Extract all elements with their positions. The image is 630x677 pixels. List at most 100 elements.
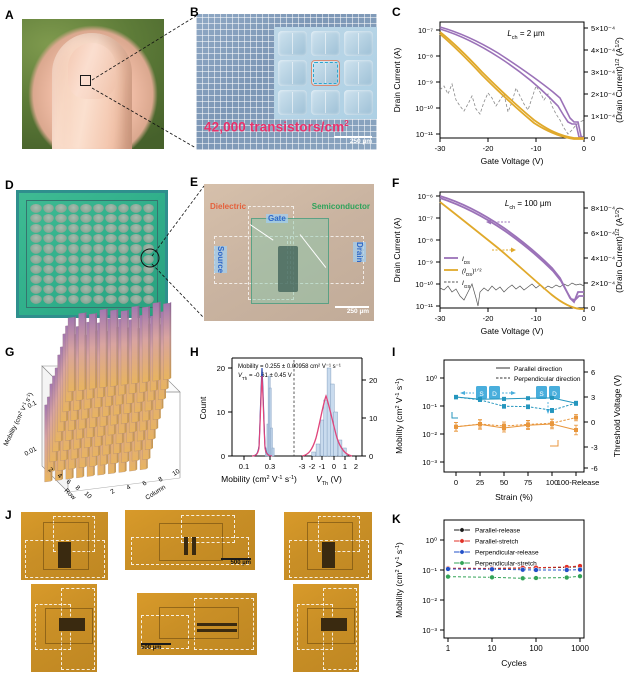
svg-text:-30: -30 bbox=[435, 314, 446, 323]
transistor-cell bbox=[344, 89, 373, 115]
panel-i-axis-hint-mobility bbox=[451, 412, 458, 419]
svg-text:6: 6 bbox=[591, 368, 595, 377]
panel-c-ylabel-right: (Drain Current)1/2 (A1/2) bbox=[614, 37, 624, 123]
mobility-bar-side bbox=[84, 311, 87, 390]
panel-h-xlabel-right: VTh (V) bbox=[316, 474, 342, 487]
legend-label: Parallel-stretch bbox=[475, 539, 519, 546]
micrograph-stretched-perpendicular: 500 µm bbox=[137, 593, 257, 655]
data-marker bbox=[533, 575, 539, 581]
data-marker bbox=[526, 404, 530, 409]
label-semiconductor: Semiconductor bbox=[311, 202, 370, 211]
svg-text:-10: -10 bbox=[531, 314, 542, 323]
micrograph-relaxed-left bbox=[21, 512, 108, 580]
device-cell bbox=[67, 294, 79, 304]
panel-f-legend-sqrt: (IDS)¹ᐟ² bbox=[462, 268, 482, 277]
svg-text:10⁻⁸: 10⁻⁸ bbox=[418, 236, 433, 245]
transistor-cell bbox=[344, 60, 373, 86]
panel-i-badge-group-relaxed: S D bbox=[460, 386, 516, 399]
mobility-bar bbox=[163, 302, 170, 380]
data-marker bbox=[489, 566, 495, 572]
panel-i-yaxis-left: 10⁰ 10⁻¹ 10⁻² 10⁻³ Mobility (cm2 V-1 s-1… bbox=[394, 374, 444, 467]
svg-text:10⁻¹¹: 10⁻¹¹ bbox=[416, 302, 434, 311]
channel-fingers bbox=[59, 618, 85, 631]
panel-k-ylabel: Mobility (cm2 V-1 s-1) bbox=[394, 542, 404, 618]
data-marker bbox=[550, 421, 554, 426]
svg-text:10⁻⁷: 10⁻⁷ bbox=[418, 26, 433, 35]
data-marker bbox=[489, 574, 495, 580]
label-dielectric: Dielectric bbox=[210, 202, 247, 211]
mobility-bar-side bbox=[127, 309, 129, 385]
panel-c-yaxis-right: 5×10⁻⁴ 4×10⁻⁴ 3×10⁻⁴ 2×10⁻⁴ 1×10⁻⁴ 0 (Dr… bbox=[584, 24, 624, 143]
svg-text:2×10⁻⁴: 2×10⁻⁴ bbox=[591, 90, 615, 99]
svg-text:4×10⁻⁴: 4×10⁻⁴ bbox=[591, 46, 615, 55]
device-cell bbox=[142, 254, 154, 264]
panel-h-mobility-histogram bbox=[265, 375, 275, 457]
svg-text:10: 10 bbox=[488, 644, 497, 653]
mobility-bar bbox=[99, 309, 107, 389]
scalebar-b-label: 250 µm bbox=[349, 138, 372, 145]
device-cell bbox=[142, 234, 154, 244]
device-cell bbox=[42, 254, 54, 264]
panel-label-c: C bbox=[392, 5, 401, 19]
panel-f-curve-sqrt bbox=[439, 201, 584, 310]
panel-h-mobility-fit-pink bbox=[251, 375, 273, 457]
svg-text:0: 0 bbox=[582, 314, 586, 323]
device-cell bbox=[67, 224, 79, 234]
device-cell bbox=[105, 284, 117, 294]
svg-text:25: 25 bbox=[476, 478, 484, 487]
svg-text:0.01: 0.01 bbox=[23, 445, 38, 457]
panel-c-ylabel-left: Drain Current (A) bbox=[392, 47, 402, 112]
mobility-bar-side bbox=[95, 312, 97, 389]
mobility-bar bbox=[78, 312, 85, 391]
svg-text:D: D bbox=[552, 391, 557, 398]
svg-text:50: 50 bbox=[500, 478, 508, 487]
histogram-bar bbox=[315, 443, 321, 457]
svg-text:100-Release: 100-Release bbox=[557, 478, 600, 487]
transistor-cell bbox=[278, 89, 307, 115]
panel-i-legend-perpendicular: Perpendicular direction bbox=[514, 376, 581, 383]
fingertip-photo bbox=[22, 19, 164, 149]
panel-g-bars bbox=[44, 301, 172, 483]
device-outline bbox=[43, 522, 89, 570]
data-marker bbox=[564, 567, 570, 573]
data-marker bbox=[445, 574, 451, 580]
device-cell bbox=[55, 254, 67, 264]
data-marker bbox=[564, 574, 570, 581]
scalebar-j-bottom: 500 µm bbox=[141, 642, 171, 651]
panel-c-curve-igs bbox=[439, 82, 585, 135]
scalebar-e-bar bbox=[335, 305, 369, 308]
svg-text:20: 20 bbox=[369, 376, 377, 385]
svg-text:2: 2 bbox=[354, 462, 358, 471]
data-marker bbox=[445, 566, 451, 572]
device-cell bbox=[67, 204, 79, 214]
device-cell bbox=[42, 214, 54, 224]
finger-shape bbox=[52, 33, 132, 149]
device-cell bbox=[130, 214, 142, 224]
scalebar-j-bottom-label: 500 µm bbox=[141, 645, 162, 651]
panel-k-xaxis: 1 10 100 1000 Cycles bbox=[446, 638, 589, 668]
device-cell bbox=[67, 274, 79, 284]
svg-text:10⁻¹: 10⁻¹ bbox=[422, 402, 437, 411]
histogram-bar bbox=[311, 451, 316, 457]
panel-g-zlabel: Mobility (cm2 V-1 s-1) bbox=[1, 391, 34, 447]
panel-f-legend: IDS (IDS)¹ᐟ² IGS bbox=[444, 256, 482, 289]
channel-finger bbox=[192, 537, 196, 555]
scalebar-j-top-bar bbox=[221, 557, 251, 560]
svg-text:10⁻⁸: 10⁻⁸ bbox=[418, 52, 433, 61]
panel-i-yaxis-right: 6 3 0 -3 -6 Threshold Voltage (V) bbox=[584, 368, 622, 473]
data-marker bbox=[502, 404, 506, 409]
svg-text:10⁻¹⁰: 10⁻¹⁰ bbox=[415, 104, 433, 113]
panel-h-chart: Mobility = 0.255 ± 0.00958 cm² V⁻¹ s⁻¹ V… bbox=[198, 357, 377, 487]
panel-c-chart: Lch = 2 µm -30 -20 -10 0 Gate Voltage (V… bbox=[392, 21, 624, 166]
panel-c-xlabel: Gate Voltage (V) bbox=[481, 156, 544, 166]
device-cell bbox=[42, 224, 54, 234]
mobility-bar-side bbox=[116, 308, 119, 386]
mobility-bar bbox=[110, 309, 117, 387]
channel-finger bbox=[197, 623, 237, 626]
scalebar-j-bottom-bar bbox=[141, 642, 171, 645]
svg-text:10⁻⁹: 10⁻⁹ bbox=[417, 258, 433, 267]
panel-h-xaxis-left: 0.1 0.3 Mobility (cm2 V-1 s-1) bbox=[221, 456, 297, 484]
channel-finger bbox=[197, 629, 237, 632]
device-cell bbox=[105, 204, 117, 214]
dashed-region bbox=[131, 537, 249, 565]
